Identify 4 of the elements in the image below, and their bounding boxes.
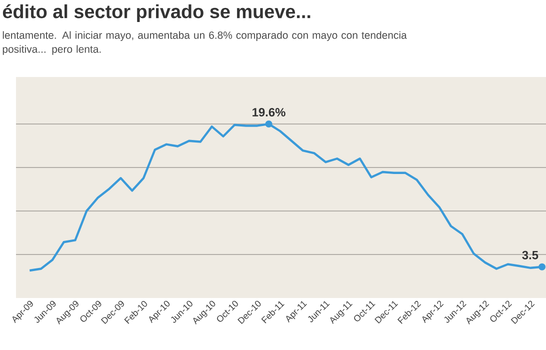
chart-subtitle: lentamente. Al iniciar mayo, aumentaba un 6.8% comparado con mayo con tendencia positiva... pero lenta. bbox=[2, 31, 407, 55]
chart-title: édito al sector privado se mueve... bbox=[2, 4, 310, 22]
annotation: 19.6% bbox=[252, 108, 286, 116]
annotation: 3.5 bbox=[522, 250, 538, 260]
